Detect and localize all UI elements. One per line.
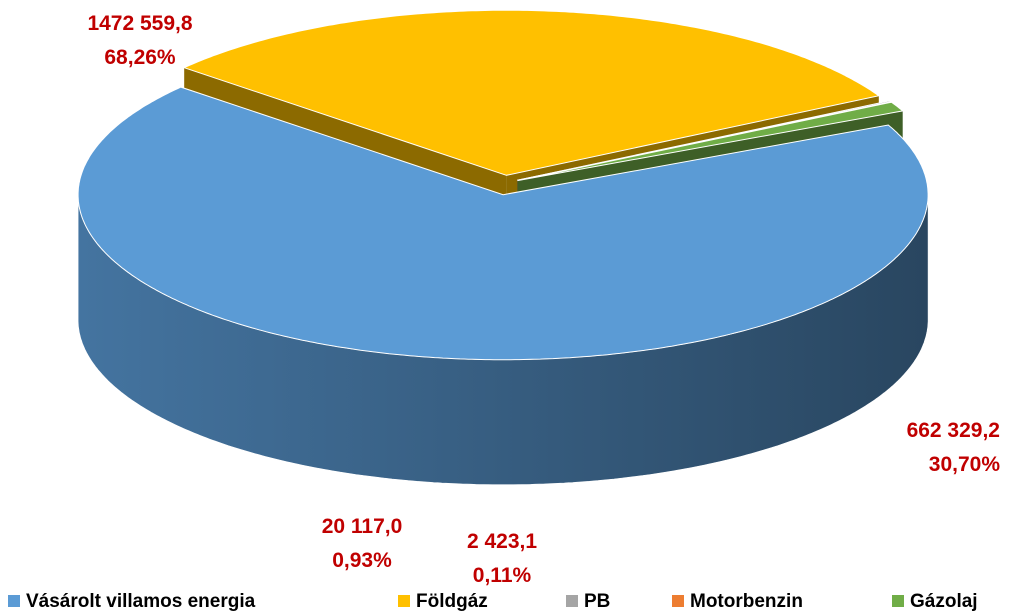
legend-label: Gázolaj <box>910 591 978 612</box>
legend-swatch <box>892 595 904 607</box>
data-label-percent: 30,70% <box>929 453 1001 476</box>
data-label-percent: 0,93% <box>332 549 392 572</box>
data-label: 20 117,0 0,93% <box>322 515 403 572</box>
legend-label: Motorbenzin <box>690 591 803 612</box>
legend-label: PB <box>584 591 610 612</box>
slice <box>517 101 904 182</box>
legend-swatch <box>566 595 578 607</box>
legend-swatch <box>398 595 410 607</box>
legend-swatch <box>8 595 20 607</box>
data-label: 662 329,2 30,70% <box>907 419 1001 476</box>
data-label-percent: 0,11% <box>473 564 532 587</box>
slice <box>182 9 881 176</box>
data-label-value: 20 117,0 <box>322 515 403 538</box>
data-label-value: 1472 559,8 <box>87 12 192 35</box>
legend-label: Vásárolt villamos energia <box>26 591 256 612</box>
data-label-percent: 68,26% <box>104 46 176 69</box>
data-label: 1472 559,8 68,26% <box>87 12 192 69</box>
data-label: 2 423,1 0,11% <box>467 530 537 587</box>
legend-label: Földgáz <box>416 591 488 612</box>
data-label-value: 662 329,2 <box>907 419 1000 442</box>
legend-swatch <box>672 595 684 607</box>
data-label-value: 2 423,1 <box>467 530 537 553</box>
slice <box>77 86 929 361</box>
